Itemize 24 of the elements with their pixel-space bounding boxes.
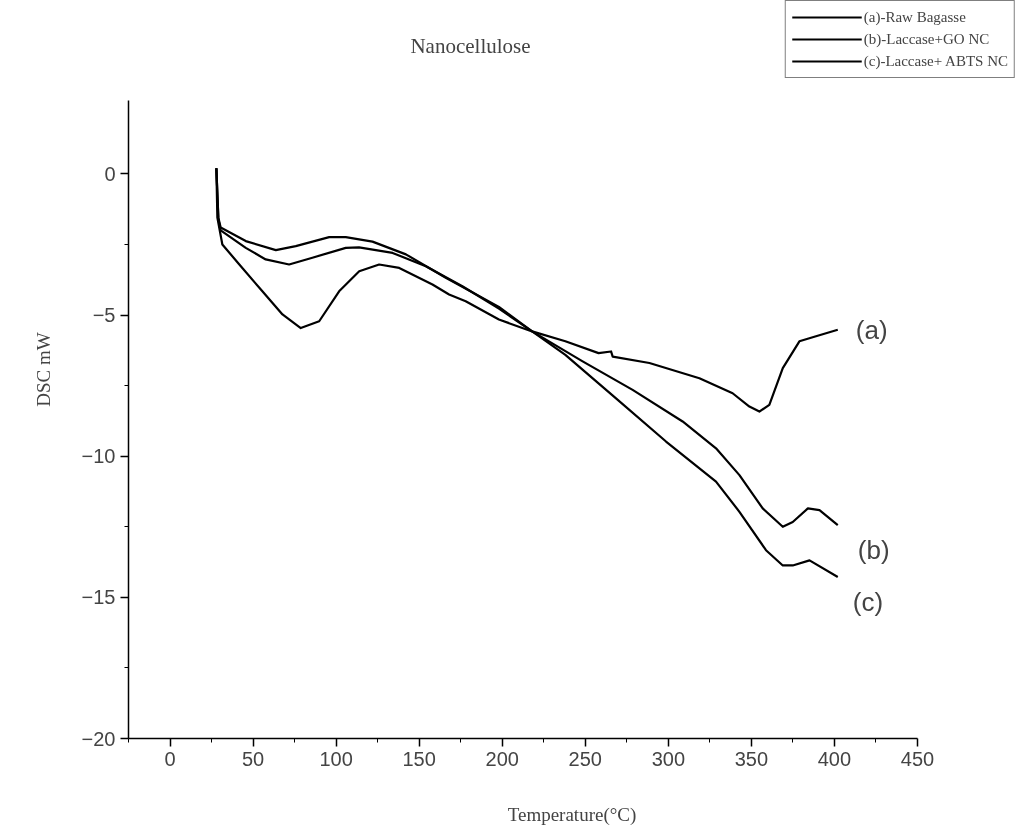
x-tick-label: 350 bbox=[734, 747, 769, 770]
y-axis-title: DSC mW bbox=[32, 332, 54, 407]
y-tick-label: 0 bbox=[104, 162, 116, 185]
x-tick-label: 250 bbox=[568, 747, 602, 770]
annotation: (a) bbox=[855, 314, 888, 345]
x-tick-label: 200 bbox=[485, 747, 519, 770]
x-tick-label: 100 bbox=[319, 747, 353, 770]
x-tick-label: 450 bbox=[900, 747, 935, 770]
x-tick-label: 150 bbox=[402, 747, 436, 770]
x-tick-label: 0 bbox=[164, 747, 176, 770]
annotation: (c) bbox=[852, 587, 884, 618]
x-tick-label: 300 bbox=[651, 747, 686, 770]
y-tick-label: −10 bbox=[81, 445, 116, 468]
x-tick-label: 400 bbox=[817, 747, 852, 770]
x-axis-title: Temperature(°C) bbox=[507, 803, 637, 826]
legend-label: (c)-Laccase+ ABTS NC bbox=[863, 52, 1008, 70]
legend-label: (a)-Raw Bagasse bbox=[863, 8, 966, 26]
y-tick-label: −15 bbox=[81, 586, 116, 609]
chart-title: Nanocellulose bbox=[410, 33, 531, 58]
annotation: (b) bbox=[857, 535, 890, 566]
legend-label: (b)-Laccase+GO NC bbox=[863, 30, 990, 48]
y-tick-label: −20 bbox=[81, 727, 116, 750]
x-tick-label: 50 bbox=[241, 747, 265, 770]
y-tick-label: −5 bbox=[92, 304, 116, 327]
